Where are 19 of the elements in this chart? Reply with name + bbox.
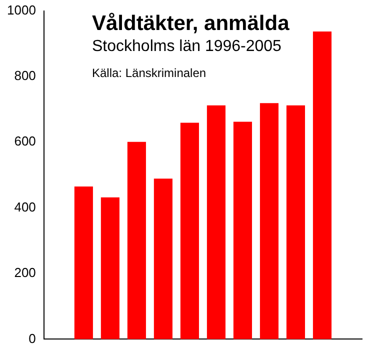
text: Stockholms län 1996-2005 (92, 38, 282, 56)
annotation: Källa: Länskriminalen (92, 66, 206, 80)
bar (286, 105, 306, 340)
bar (180, 122, 199, 340)
y-tick-label: 400 (14, 199, 36, 214)
y-tick-label: 800 (14, 68, 36, 84)
bar (233, 122, 252, 340)
bar (206, 105, 226, 340)
bar (74, 186, 93, 340)
y-tick-label: 200 (14, 265, 36, 280)
y-tick-label: 600 (14, 134, 36, 149)
bar (312, 31, 332, 340)
bar (127, 142, 146, 340)
y-tick-label: 0 (28, 330, 36, 346)
bar (154, 178, 172, 340)
y-tick-label: 1000 (7, 2, 36, 18)
chart-title: Våldtäkter, anmälda (92, 12, 290, 36)
bar (100, 197, 120, 340)
bar (260, 103, 279, 340)
